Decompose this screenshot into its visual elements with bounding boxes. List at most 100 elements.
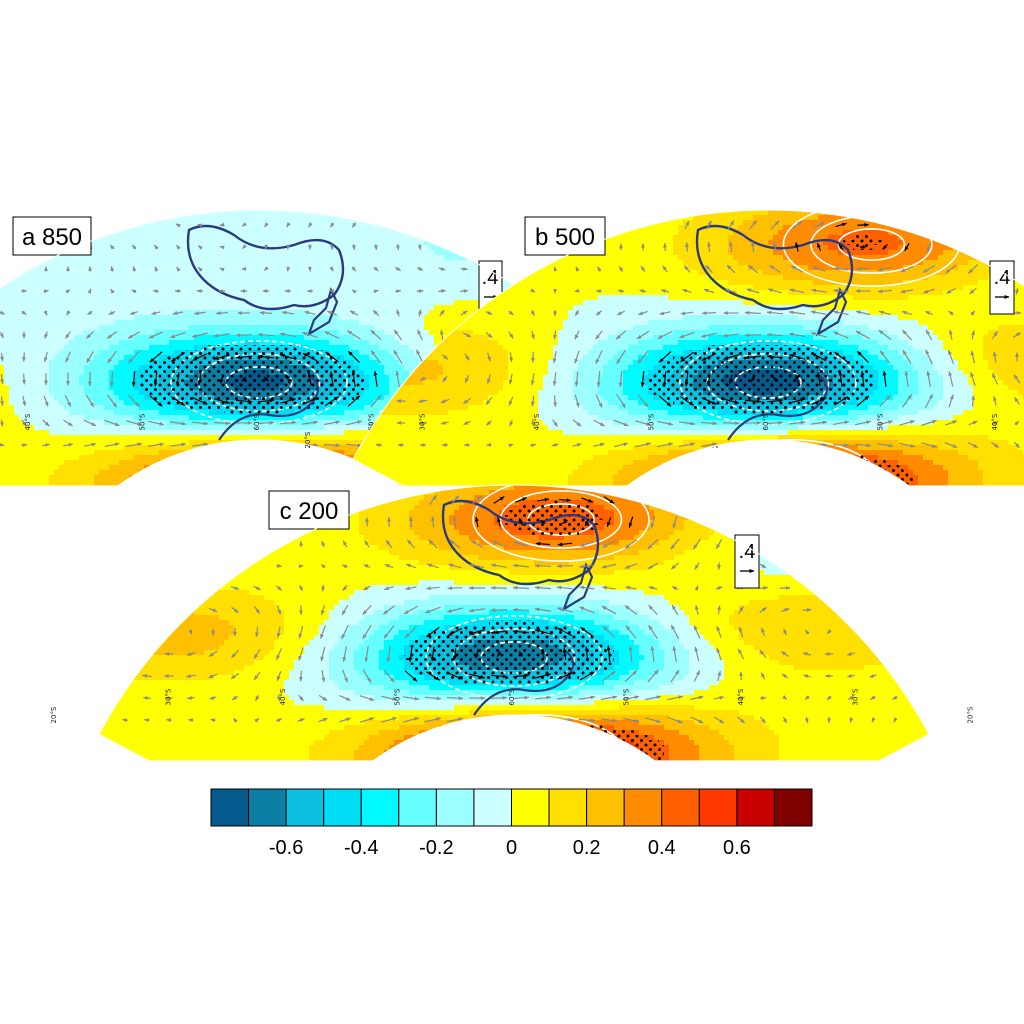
field-cell — [319, 230, 325, 236]
field-cell — [319, 220, 325, 226]
field-cell — [104, 350, 110, 356]
field-cell — [469, 295, 475, 301]
field-cell — [89, 385, 95, 391]
field-cell — [104, 315, 110, 321]
field-cell — [24, 410, 30, 416]
field-cell — [259, 325, 265, 331]
field-cell — [374, 360, 380, 366]
field-cell — [399, 290, 405, 296]
field-cell — [214, 280, 220, 286]
field-cell — [349, 315, 355, 321]
field-cell — [349, 410, 355, 416]
field-cell — [179, 290, 185, 296]
field-cell — [354, 310, 360, 316]
field-cell — [19, 395, 25, 401]
field-cell — [374, 415, 380, 421]
field-cell — [334, 230, 340, 236]
field-cell — [379, 265, 385, 271]
field-cell — [44, 345, 50, 351]
field-cell — [269, 230, 275, 236]
field-cell — [4, 400, 10, 406]
field-cell — [114, 390, 120, 396]
field-cell — [94, 400, 100, 406]
field-cell — [114, 335, 120, 341]
field-cell — [399, 375, 405, 381]
field-cell — [204, 310, 210, 316]
field-cell — [379, 295, 385, 301]
field-cell — [179, 300, 185, 306]
field-cell — [84, 275, 90, 281]
field-cell — [109, 300, 115, 306]
field-cell — [4, 330, 10, 336]
field-cell — [204, 325, 210, 331]
field-cell — [104, 420, 110, 426]
field-cell — [94, 390, 100, 396]
field-cell — [364, 215, 370, 221]
field-cell — [24, 355, 30, 361]
field-cell — [404, 365, 410, 371]
field-cell — [224, 320, 230, 326]
field-cell — [124, 310, 130, 316]
field-cell — [34, 265, 40, 271]
field-cell — [444, 330, 450, 336]
field-cell — [204, 410, 210, 416]
field-cell — [424, 265, 430, 271]
field-cell — [104, 360, 110, 366]
field-cell — [189, 345, 195, 351]
field-cell — [394, 260, 400, 266]
field-cell — [224, 305, 230, 311]
field-cell — [154, 230, 160, 236]
field-cell — [99, 380, 105, 386]
field-cell — [69, 345, 75, 351]
field-cell — [224, 300, 230, 306]
field-cell — [279, 255, 285, 261]
field-cell — [344, 230, 350, 236]
field-cell — [374, 305, 380, 311]
field-cell — [109, 410, 115, 416]
field-cell — [399, 315, 405, 321]
field-cell — [294, 310, 300, 316]
field-cell — [284, 330, 290, 336]
field-cell — [469, 275, 475, 281]
field-cell — [374, 280, 380, 286]
field-cell — [259, 260, 265, 266]
field-cell — [424, 280, 430, 286]
field-cell — [119, 260, 125, 266]
field-cell — [219, 330, 225, 336]
field-cell — [169, 305, 175, 311]
field-cell — [279, 215, 285, 221]
field-cell — [39, 285, 45, 291]
field-cell — [354, 405, 360, 411]
field-cell — [379, 240, 385, 246]
field-cell — [159, 220, 165, 226]
field-cell — [129, 370, 135, 376]
field-cell — [254, 250, 260, 256]
field-cell — [89, 260, 95, 266]
field-cell — [54, 335, 60, 341]
field-cell — [129, 285, 135, 291]
field-cell — [169, 280, 175, 286]
field-cell — [189, 300, 195, 306]
field-cell — [179, 305, 185, 311]
field-cell — [349, 295, 355, 301]
field-cell — [374, 225, 380, 231]
field-cell — [394, 235, 400, 241]
field-cell — [204, 330, 210, 336]
field-cell — [269, 315, 275, 321]
field-cell — [409, 285, 415, 291]
field-cell — [124, 270, 130, 276]
field-cell — [84, 320, 90, 326]
field-cell — [269, 310, 275, 316]
field-cell — [134, 375, 140, 381]
field-cell — [454, 255, 460, 261]
field-cell — [19, 345, 25, 351]
field-cell — [89, 335, 95, 341]
field-cell — [164, 275, 170, 281]
field-cell — [169, 330, 175, 336]
field-cell — [14, 325, 20, 331]
field-cell — [329, 350, 335, 356]
field-cell — [104, 290, 110, 296]
field-cell — [49, 275, 55, 281]
field-cell — [54, 365, 60, 371]
field-cell — [94, 320, 100, 326]
